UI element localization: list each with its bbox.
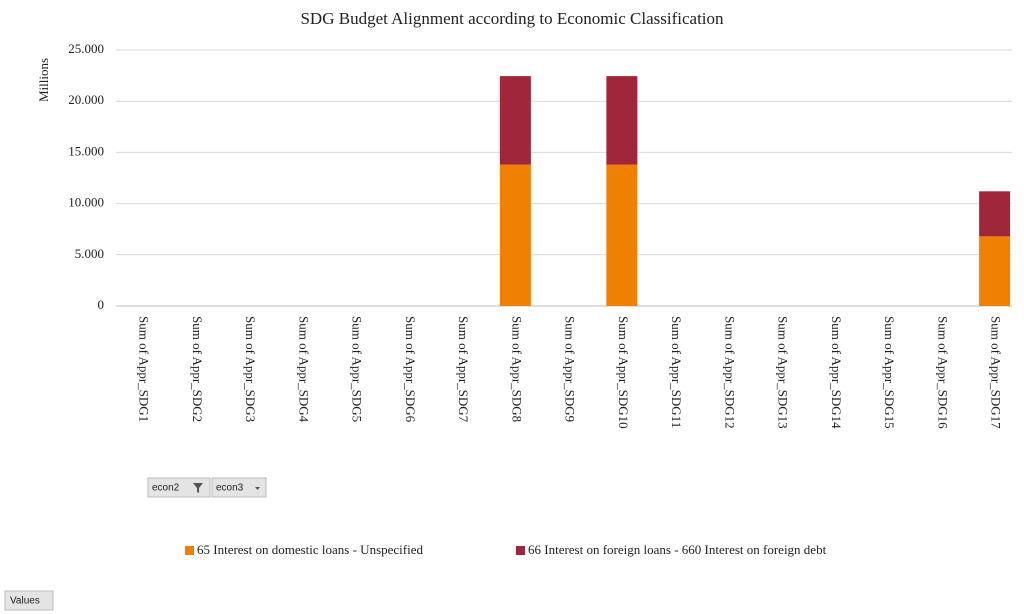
legend-swatch: [516, 546, 525, 555]
x-tick-label: Sum of Appr_SDG2: [190, 316, 205, 422]
y-tick-label: 10.000: [68, 195, 104, 210]
x-tick-label: Sum of Appr_SDG15: [882, 316, 897, 429]
x-tick-label: Sum of Appr_SDG1: [137, 316, 152, 422]
x-tick-label: Sum of Appr_SDG8: [509, 316, 524, 422]
filter-icon: [193, 483, 203, 493]
chart-title: SDG Budget Alignment according to Econom…: [300, 9, 724, 28]
field-button-label: econ3: [216, 483, 244, 494]
field-button[interactable]: [147, 477, 211, 498]
dropdown-arrow: [255, 487, 260, 490]
field-buttons: econ2 econ3 Values: [4, 477, 267, 611]
legend-label: 65 Interest on domestic loans - Unspecif…: [197, 542, 423, 557]
x-tick-label: Sum of Appr_SDG4: [296, 316, 311, 423]
legend-swatch: [185, 546, 194, 555]
y-tick-label: 20.000: [68, 92, 104, 107]
x-tick-label: Sum of Appr_SDG17: [989, 316, 1004, 429]
x-tick-label: Sum of Appr_SDG5: [350, 316, 365, 422]
legend-label: 66 Interest on foreign loans - 660 Inter…: [528, 542, 827, 557]
field-button[interactable]: [211, 477, 267, 498]
values-button[interactable]: [4, 590, 54, 611]
x-tick-label: Sum of Appr_SDG13: [776, 316, 791, 429]
x-tick-label: Sum of Appr_SDG14: [829, 316, 844, 429]
bar-segment: [979, 191, 1011, 237]
bar-segment: [606, 164, 638, 306]
y-tick-label: 0: [98, 297, 105, 312]
bar-segment: [979, 236, 1011, 306]
field-button-label: econ2: [152, 483, 180, 494]
bar-segment: [499, 164, 531, 306]
y-tick-label: 15.000: [68, 143, 104, 158]
x-tick-label: Sum of Appr_SDG7: [456, 316, 471, 423]
x-tick-label: Sum of Appr_SDG10: [616, 316, 631, 429]
bar-segment: [499, 76, 531, 165]
x-tick-label: Sum of Appr_SDG11: [669, 316, 684, 428]
x-tick-label: Sum of Appr_SDG16: [935, 316, 950, 429]
y-axis-label: Millions: [36, 58, 51, 102]
x-tick-label: Sum of Appr_SDG3: [243, 316, 258, 422]
values-button-label: Values: [10, 596, 40, 607]
y-tick-label: 25.000: [68, 41, 104, 56]
x-tick-label: Sum of Appr_SDG12: [722, 316, 737, 429]
x-tick-label: Sum of Appr_SDG6: [403, 316, 418, 423]
y-tick-label: 5.000: [75, 246, 104, 261]
x-tick-label: Sum of Appr_SDG9: [563, 316, 578, 422]
bar-segment: [606, 76, 638, 165]
